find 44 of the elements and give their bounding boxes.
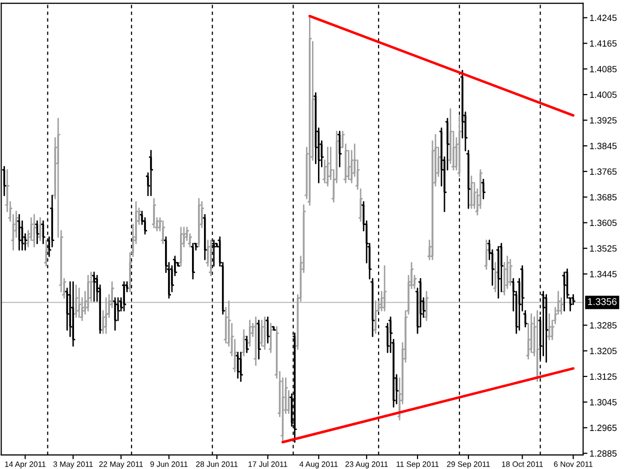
candlestick xyxy=(178,226,183,267)
y-tick-label: 1.4005 xyxy=(590,92,617,98)
candlestick xyxy=(190,242,195,280)
candlestick xyxy=(77,288,82,318)
y-tick-label: 1.3125 xyxy=(590,373,617,380)
candlestick xyxy=(508,258,512,286)
candlestick xyxy=(484,240,488,270)
y-tick-label: 1.2885 xyxy=(590,450,617,457)
candlestick xyxy=(202,214,207,260)
y-tick-label: 1.3925 xyxy=(590,117,617,124)
candlestick xyxy=(104,297,108,334)
y-tick-label: 1.3685 xyxy=(590,194,617,200)
ref-line-label: 1.3356 xyxy=(588,298,617,306)
candlestick xyxy=(481,178,486,200)
candlestick xyxy=(86,274,90,312)
candlestick xyxy=(148,150,154,196)
y-tick-label: 1.3205 xyxy=(590,348,617,354)
y-tick-label: 1.2965 xyxy=(590,424,617,432)
candlestick xyxy=(424,290,429,322)
candlestick xyxy=(196,198,201,248)
y-tick-label: 1.4085 xyxy=(590,66,617,72)
y-tick-label: 1.3445 xyxy=(590,270,617,278)
candlestick xyxy=(74,284,78,318)
candlestick xyxy=(382,265,387,312)
y-tick-label: 1.4245 xyxy=(590,14,617,22)
y-tick-label: 1.3605 xyxy=(590,220,617,226)
candlestick xyxy=(92,272,96,302)
candlestick xyxy=(469,176,474,209)
candlestick xyxy=(113,297,118,331)
candlestick xyxy=(122,281,126,312)
y-tick-label: 1.4165 xyxy=(590,40,617,47)
candlestick xyxy=(152,198,156,228)
candlestick xyxy=(71,281,76,347)
candlestick xyxy=(374,300,378,334)
y-tick-label: 1.3285 xyxy=(590,322,617,329)
candlestick xyxy=(208,240,213,276)
y-tick-label: 1.3765 xyxy=(590,168,617,175)
candlestick xyxy=(496,246,500,299)
candlestick xyxy=(457,114,462,177)
y-tick-label: 1.3845 xyxy=(590,142,617,150)
candlestick xyxy=(160,220,166,244)
candlestick xyxy=(493,262,498,292)
y-tick-label: 1.3045 xyxy=(590,399,617,406)
y-tick-label: 1.3525 xyxy=(590,245,617,252)
